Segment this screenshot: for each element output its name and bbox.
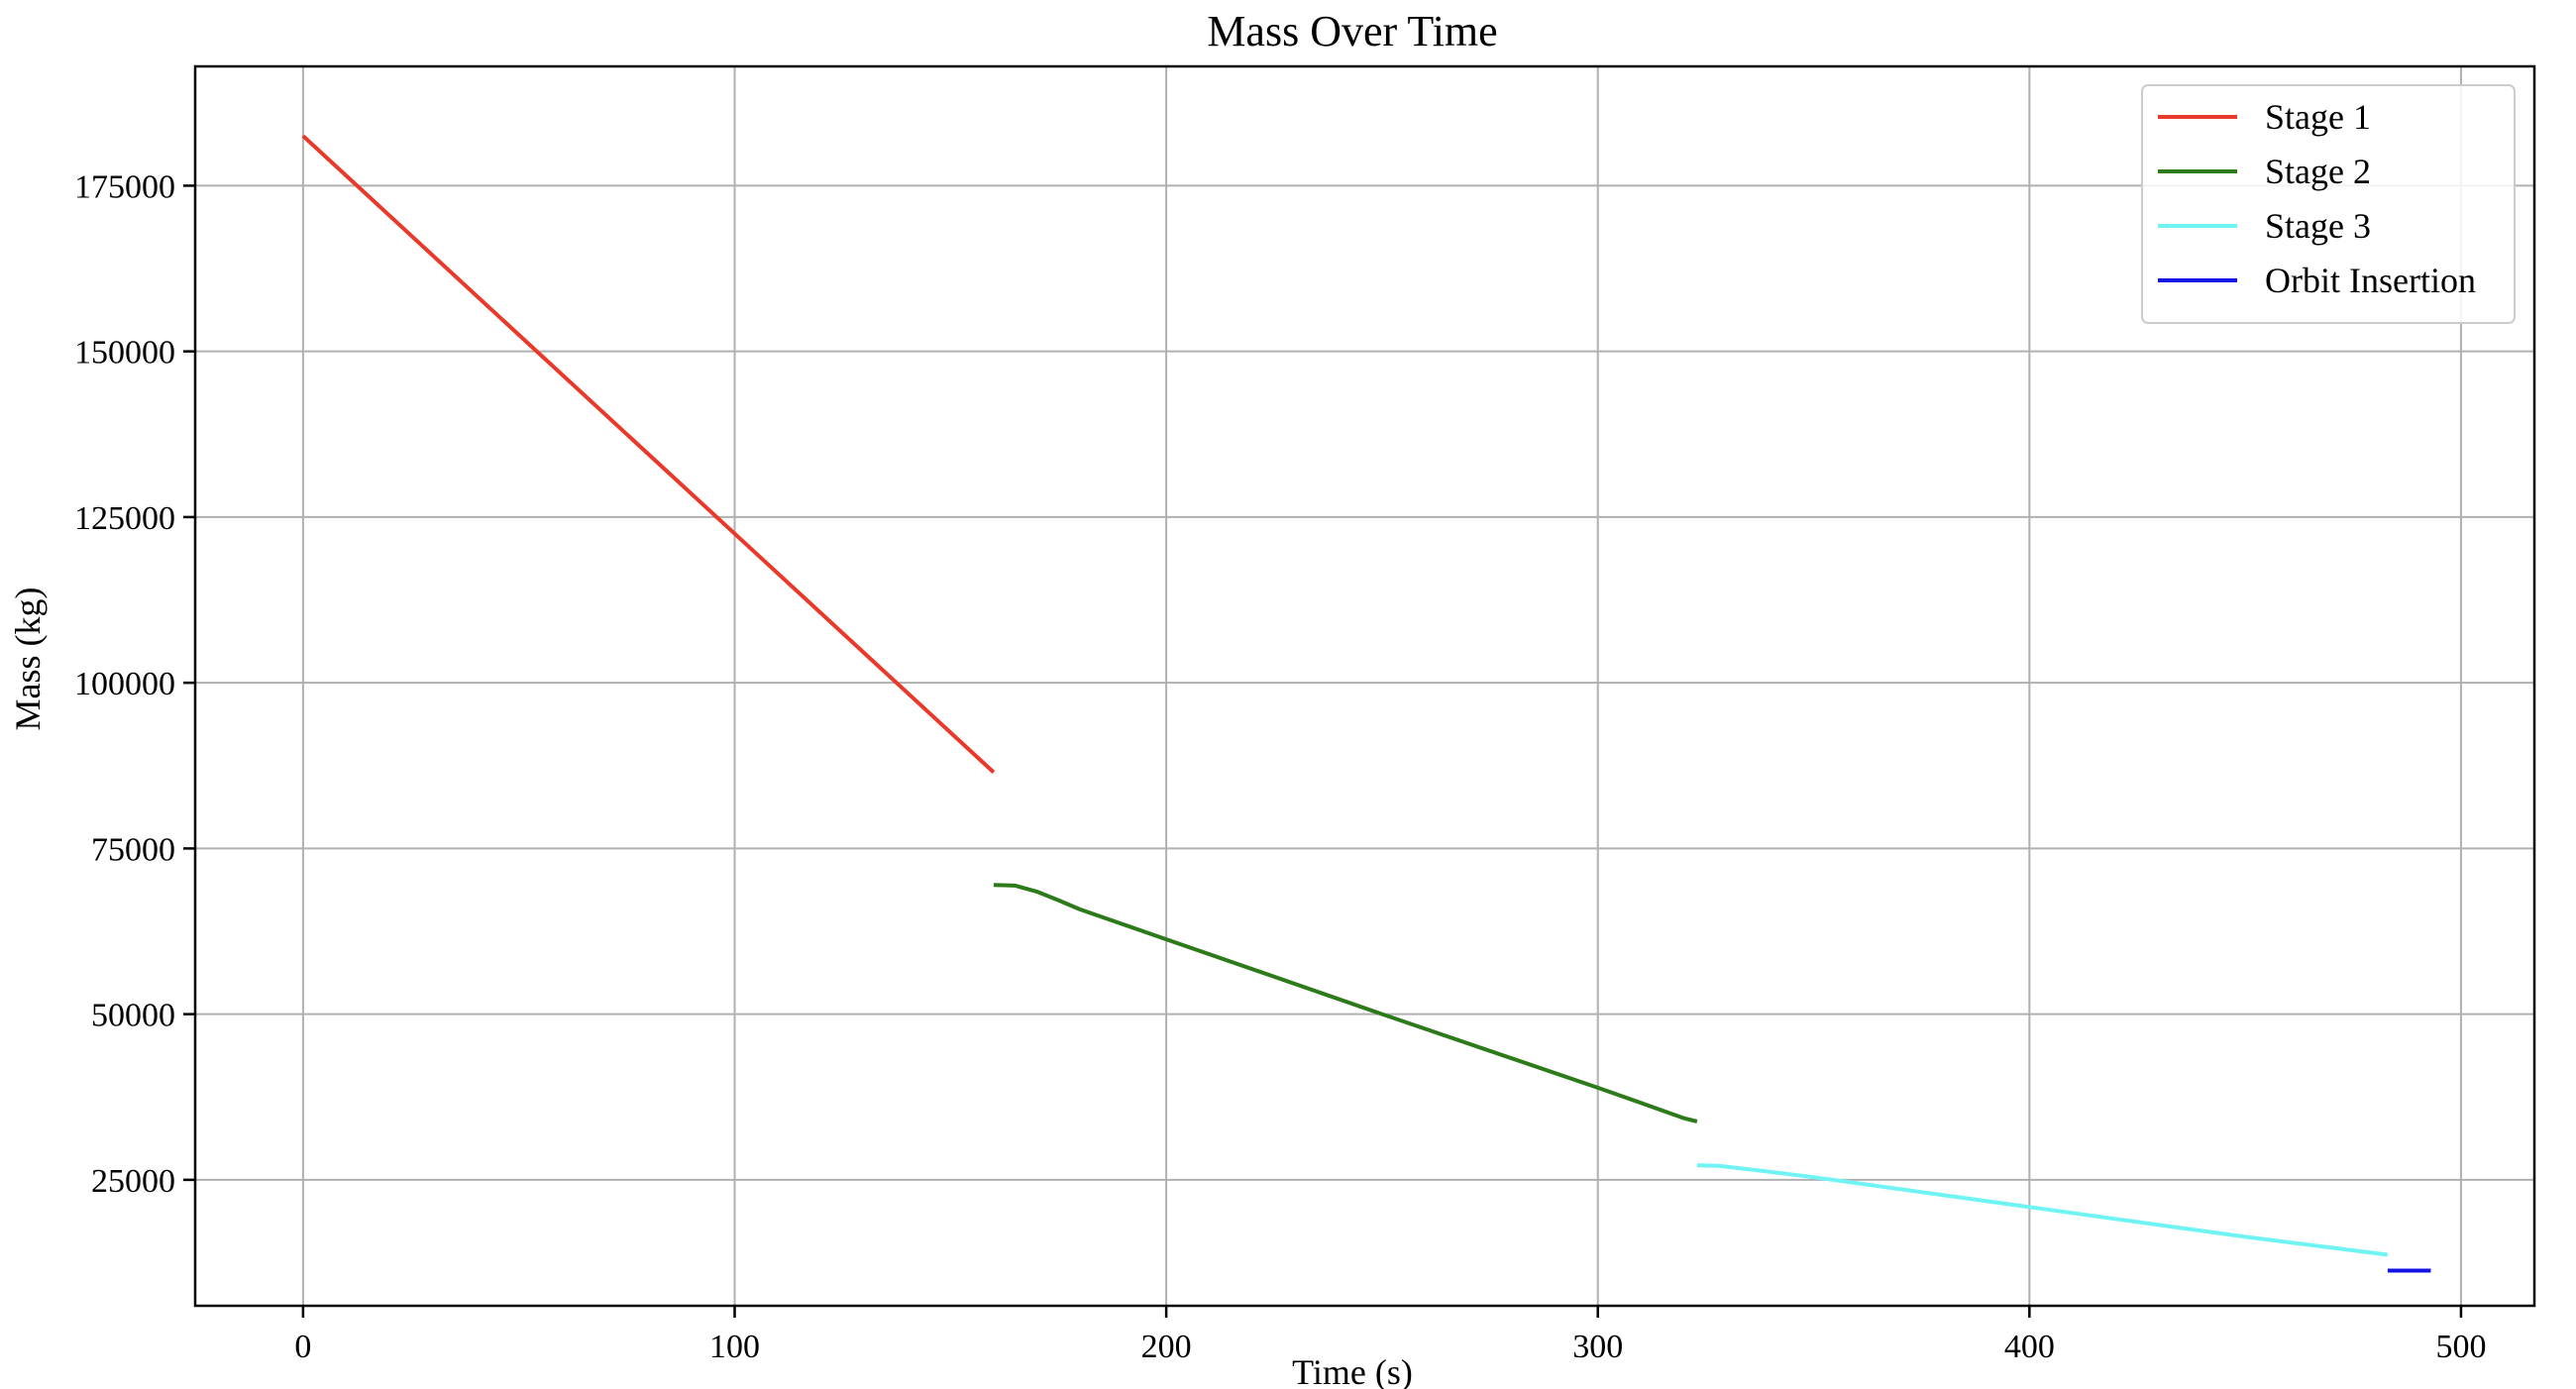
x-tick-label: 200 [1141, 1329, 1192, 1365]
y-tick-label: 25000 [91, 1163, 175, 1200]
x-tick-label: 400 [2004, 1329, 2055, 1365]
chart-title: Mass Over Time [1207, 7, 1497, 55]
legend: Stage 1 Stage 2 Stage 3 Orbit Insertion [2141, 84, 2516, 324]
y-tick-label: 150000 [74, 335, 175, 372]
series-lines [301, 134, 2431, 1273]
legend-label-stage-2: Stage 2 [2265, 152, 2371, 191]
series-line-stage-3 [1696, 1163, 2389, 1257]
y-tick-label: 100000 [74, 666, 175, 702]
y-tick-label: 125000 [74, 500, 175, 537]
y-tick-label: 50000 [91, 998, 175, 1034]
y-tick-label: 175000 [74, 168, 175, 205]
legend-box [2141, 84, 2516, 324]
legend-label-stage-3: Stage 3 [2265, 206, 2371, 246]
x-tick-label: 300 [1572, 1329, 1623, 1365]
legend-label-orbit-insertion: Orbit Insertion [2265, 261, 2476, 300]
legend-label-stage-1: Stage 1 [2265, 97, 2371, 137]
y-axis-label: Mass (kg) [8, 588, 48, 731]
y-tick-label: 75000 [91, 831, 175, 868]
x-axis-label: Time (s) [1292, 1352, 1413, 1389]
series-line-stage-2 [993, 883, 1698, 1123]
axis-ticks: 0 100 200 300 400 500 25000 50000 75000 100000 125… [74, 168, 2486, 1365]
x-tick-label: 500 [2435, 1329, 2486, 1365]
x-tick-label: 0 [294, 1329, 311, 1365]
x-tick-label: 100 [709, 1329, 760, 1365]
series-line-stage-1 [301, 134, 996, 774]
plot-frame [193, 64, 2536, 1308]
